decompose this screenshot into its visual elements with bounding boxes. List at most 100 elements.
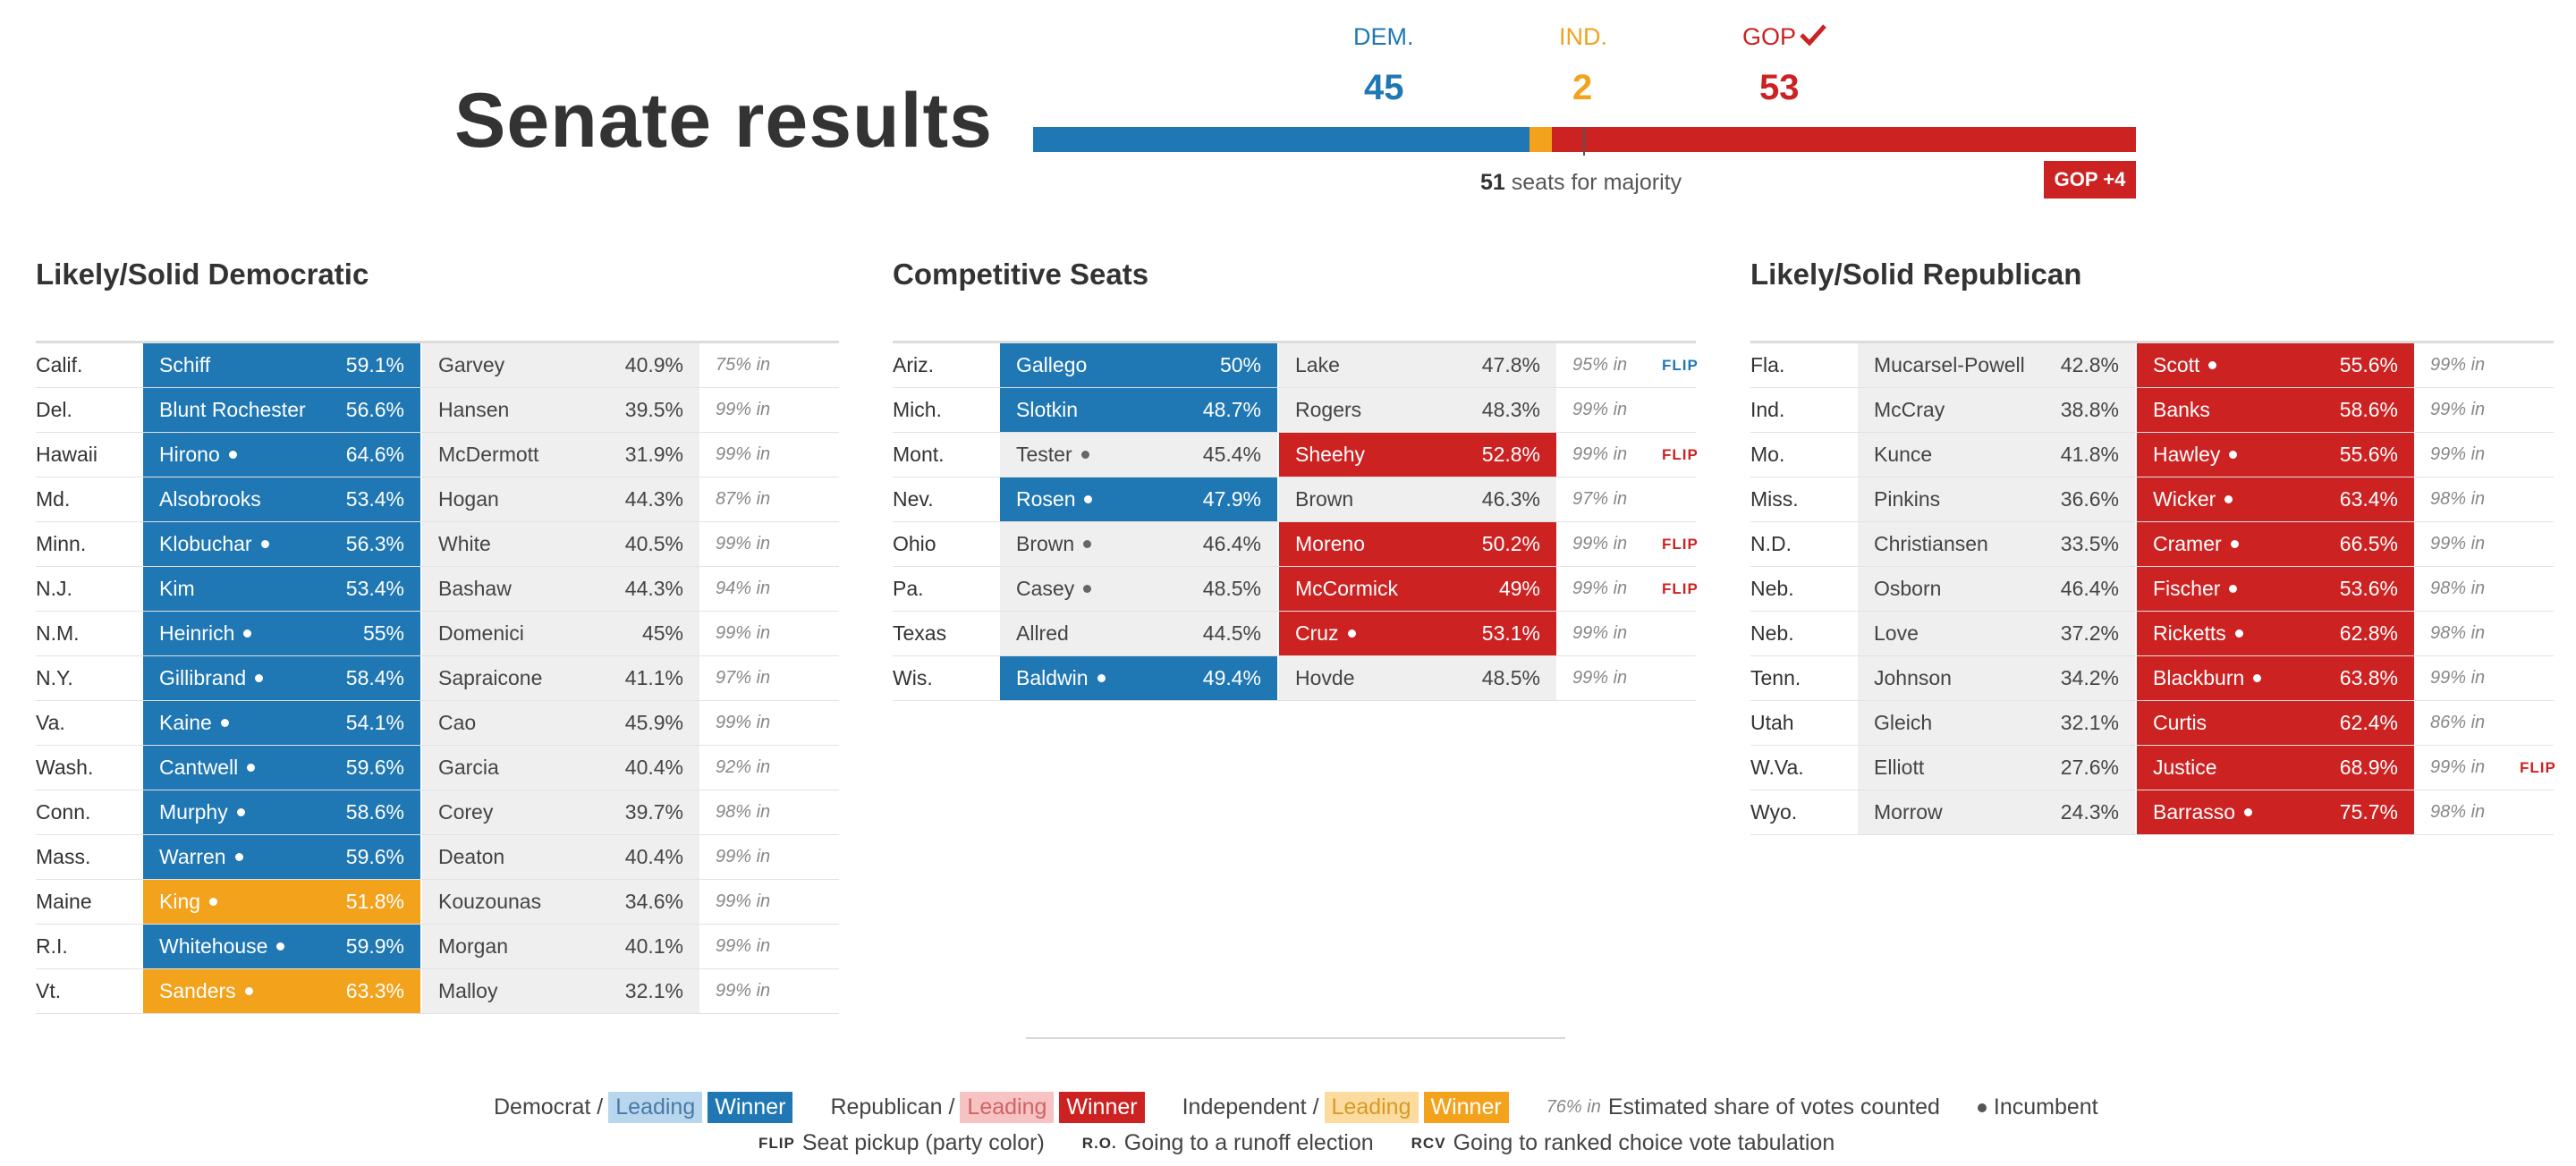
vote-percent: 40.9% xyxy=(624,353,683,376)
pct-reporting: 99% in xyxy=(716,534,771,553)
state-name: Va. xyxy=(36,711,65,734)
table-row: R.I. Whitehouse 59.9% Morgan 40.1% 99% in xyxy=(36,925,839,969)
candidate-name: Blunt Rochester xyxy=(159,398,306,421)
pct-reporting: 99% in xyxy=(716,623,771,643)
state-name: Texas xyxy=(893,621,947,645)
candidate-name-wrap: Slotkin xyxy=(1016,388,1078,432)
legend-rcv-abbr: RCV xyxy=(1411,1134,1446,1152)
section-likely-democratic: Likely/Solid Democratic Calif. Schiff 59.1… xyxy=(36,255,839,1014)
candidate-name-wrap: Barrasso xyxy=(2153,790,2253,834)
ind-label: IND. xyxy=(1559,23,1607,50)
candidate-name: Cantwell xyxy=(159,756,239,779)
candidate-cell: Lake 47.8% xyxy=(1279,343,1556,387)
candidate-cell: Klobuchar 56.3% xyxy=(143,522,420,566)
incumbent-dot-icon xyxy=(2229,451,2238,459)
legend-ro-text: Going to a runoff election xyxy=(1123,1130,1374,1155)
candidate-name: Allred xyxy=(1016,621,1069,645)
state-name: Mont. xyxy=(893,443,945,466)
pct-reporting: 99% in xyxy=(2430,757,2486,777)
legend-republican-label: Republican / xyxy=(830,1094,955,1120)
candidate-name-wrap: Hirono xyxy=(159,433,237,477)
candidate-name-wrap: Tester xyxy=(1016,433,1089,477)
state-name: Utah xyxy=(1750,711,1794,734)
vote-percent: 48.3% xyxy=(1481,398,1540,421)
candidate-cell: Deaton 40.4% xyxy=(422,835,699,879)
candidate-name: Love xyxy=(1874,621,1919,645)
table-row: Ohio Brown 46.4% Moreno 50.2% 99% in FLIP xyxy=(893,522,1699,567)
pct-reporting: 99% in xyxy=(716,847,771,866)
candidate-name: Malloy xyxy=(438,979,498,1002)
table-row: Ariz. Gallego 50% Lake 47.8% 95% in FLIP xyxy=(893,343,1698,388)
legend-flip-text: Seat pickup (party color) xyxy=(801,1130,1045,1155)
candidate-name: Bashaw xyxy=(438,577,512,600)
table-row: Conn. Murphy 58.6% Corey 39.7% 98% in xyxy=(36,790,839,835)
candidate-name: Whitehouse xyxy=(159,934,268,958)
candidate-cell: Moreno 50.2% xyxy=(1279,522,1556,566)
pct-reporting: 95% in xyxy=(1572,355,1628,375)
state-name: Fla. xyxy=(1750,353,1785,376)
candidate-name-wrap: Alsobrooks xyxy=(159,477,261,521)
candidate-name-wrap: Cantwell xyxy=(159,746,256,790)
candidate-name: Gallego xyxy=(1016,353,1088,376)
vote-percent: 51.8% xyxy=(345,890,404,913)
candidate-name-wrap: Gillibrand xyxy=(159,656,264,700)
candidate-cell: Ricketts 62.8% xyxy=(2137,612,2414,655)
pct-reporting: 99% in xyxy=(716,444,771,464)
legend-democrat-label: Democrat / xyxy=(494,1094,604,1120)
incumbent-dot-icon xyxy=(1083,540,1092,548)
legend-runoff: R.O. Going to a runoff election xyxy=(1082,1130,1374,1156)
vote-percent: 64.6% xyxy=(345,443,404,466)
vote-percent: 47.9% xyxy=(1202,487,1261,511)
candidate-cell: Christiansen 33.5% xyxy=(1858,522,2135,566)
legend-incumbent: Incumbent xyxy=(1977,1094,2098,1120)
candidate-name-wrap: Love xyxy=(1874,612,1919,655)
state-name: N.Y. xyxy=(36,666,73,689)
candidate-name-wrap: Gleich xyxy=(1874,701,1932,745)
candidate-name-wrap: Rosen xyxy=(1016,477,1093,521)
legend-rep-leading-swatch: Leading xyxy=(960,1092,1055,1123)
vote-percent: 48.5% xyxy=(1202,577,1261,600)
candidate-name: Scott xyxy=(2153,353,2200,376)
candidate-cell: Rogers 48.3% xyxy=(1279,388,1556,432)
pct-reporting: 99% in xyxy=(716,936,771,956)
candidate-cell: Garcia 40.4% xyxy=(422,746,699,790)
pct-reporting: 99% in xyxy=(716,891,771,911)
candidate-cell: Corey 39.7% xyxy=(422,790,699,834)
candidate-cell: Slotkin 48.7% xyxy=(1000,388,1277,432)
dem-bar-segment xyxy=(1033,127,1530,152)
vote-percent: 48.7% xyxy=(1202,398,1261,421)
candidate-name-wrap: Sanders xyxy=(159,969,253,1013)
candidate-name-wrap: Kouzounas xyxy=(438,880,541,924)
candidate-name: Kunce xyxy=(1874,443,1933,466)
state-name: Miss. xyxy=(1750,487,1799,511)
candidate-name: Kim xyxy=(159,577,195,600)
candidate-name: Deaton xyxy=(438,845,505,868)
vote-percent: 49.4% xyxy=(1202,666,1261,689)
pct-reporting: 99% in xyxy=(1572,400,1628,419)
state-name: Wis. xyxy=(893,666,933,689)
candidate-name-wrap: Wicker xyxy=(2153,477,2233,521)
incumbent-dot-icon xyxy=(2229,585,2238,593)
candidate-cell: Pinkins 36.6% xyxy=(1858,477,2135,521)
vote-percent: 45.9% xyxy=(624,711,683,734)
candidate-name: Osborn xyxy=(1874,577,1942,600)
table-row: Minn. Klobuchar 56.3% White 40.5% 99% in xyxy=(36,522,839,567)
pct-reporting: 92% in xyxy=(716,757,771,777)
table-row: N.Y. Gillibrand 58.4% Sapraicone 41.1% 97% in xyxy=(36,656,839,701)
flip-badge: FLIP xyxy=(1662,536,1699,553)
vote-percent: 55% xyxy=(362,621,404,645)
candidate-cell: Allred 44.5% xyxy=(1000,612,1277,655)
candidate-name-wrap: Whitehouse xyxy=(159,925,285,968)
ind-seat-count: 2 xyxy=(1572,68,1593,107)
candidate-name: Garcia xyxy=(438,756,499,779)
candidate-cell: Alsobrooks 53.4% xyxy=(143,477,420,521)
candidate-name-wrap: Mucarsel-Powell xyxy=(1874,343,2025,387)
candidate-cell: Garvey 40.9% xyxy=(422,343,699,387)
legend-independent: Independent / Leading Winner xyxy=(1182,1092,1509,1123)
candidate-cell: McDermott 31.9% xyxy=(422,433,699,477)
candidate-name: Kaine xyxy=(159,711,212,734)
state-name: Nev. xyxy=(893,487,934,511)
legend-independent-label: Independent / xyxy=(1182,1094,1319,1120)
legend-ind-leading-swatch: Leading xyxy=(1324,1092,1419,1123)
vote-percent: 62.8% xyxy=(2339,621,2398,645)
